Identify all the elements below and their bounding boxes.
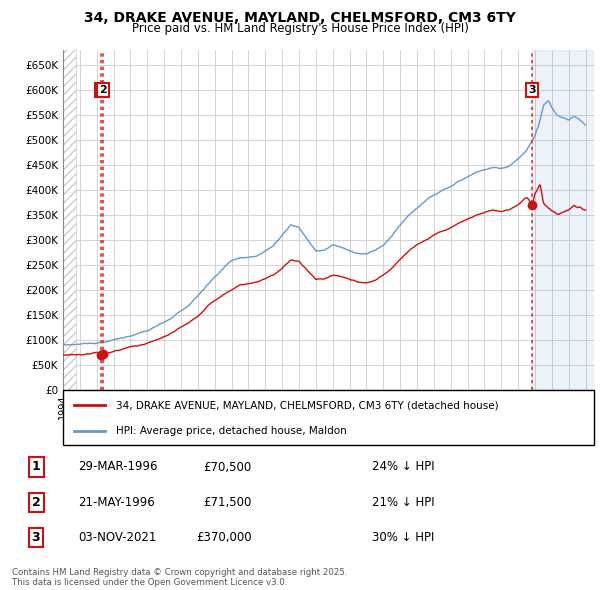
- Text: 1: 1: [97, 85, 104, 95]
- Text: 03-NOV-2021: 03-NOV-2021: [78, 531, 157, 544]
- Text: 2: 2: [32, 496, 40, 509]
- Text: 3: 3: [529, 85, 536, 95]
- Text: 21% ↓ HPI: 21% ↓ HPI: [372, 496, 434, 509]
- Text: Price paid vs. HM Land Registry's House Price Index (HPI): Price paid vs. HM Land Registry's House …: [131, 22, 469, 35]
- Text: 29-MAR-1996: 29-MAR-1996: [78, 461, 157, 474]
- Text: £71,500: £71,500: [203, 496, 252, 509]
- Text: 2: 2: [99, 85, 107, 95]
- Bar: [532, 50, 594, 390]
- Text: 30% ↓ HPI: 30% ↓ HPI: [372, 531, 434, 544]
- Text: £70,500: £70,500: [204, 461, 252, 474]
- Text: Contains HM Land Registry data © Crown copyright and database right 2025.
This d: Contains HM Land Registry data © Crown c…: [12, 568, 347, 587]
- Text: 24% ↓ HPI: 24% ↓ HPI: [372, 461, 434, 474]
- Text: HPI: Average price, detached house, Maldon: HPI: Average price, detached house, Mald…: [116, 426, 347, 436]
- Text: 21-MAY-1996: 21-MAY-1996: [78, 496, 155, 509]
- Text: 3: 3: [32, 531, 40, 544]
- Text: 34, DRAKE AVENUE, MAYLAND, CHELMSFORD, CM3 6TY: 34, DRAKE AVENUE, MAYLAND, CHELMSFORD, C…: [84, 11, 516, 25]
- Text: £370,000: £370,000: [196, 531, 252, 544]
- Text: 34, DRAKE AVENUE, MAYLAND, CHELMSFORD, CM3 6TY (detached house): 34, DRAKE AVENUE, MAYLAND, CHELMSFORD, C…: [116, 401, 499, 411]
- Text: 1: 1: [32, 461, 40, 474]
